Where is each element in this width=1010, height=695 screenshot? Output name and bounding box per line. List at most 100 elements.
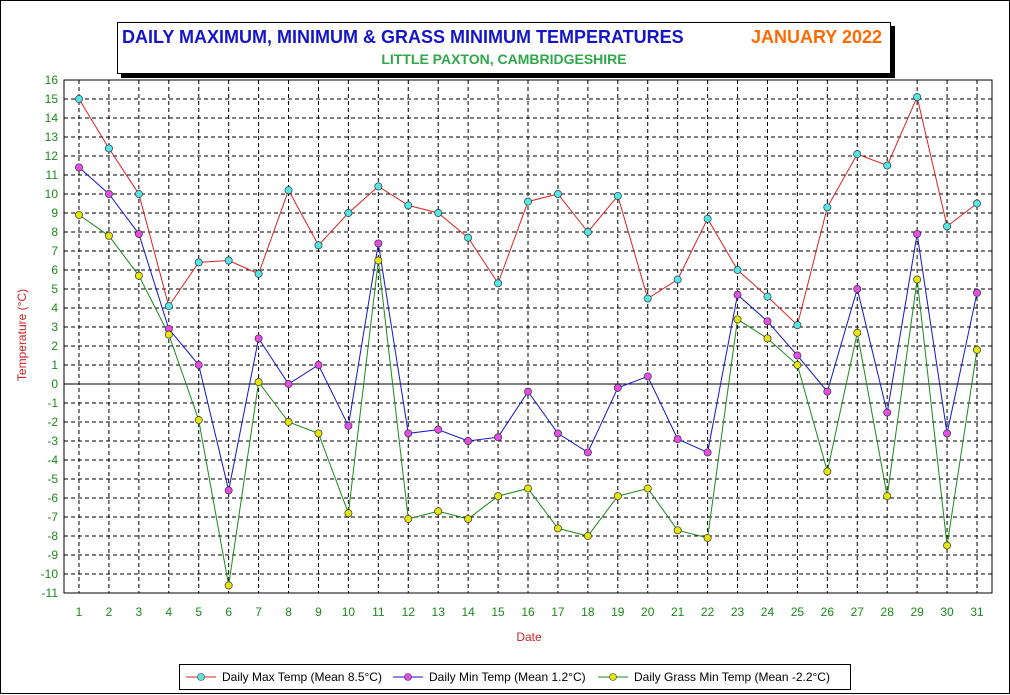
y-tick-label: 14 (45, 111, 59, 125)
y-tick-label: 10 (45, 187, 59, 201)
data-point-grass (254, 378, 263, 387)
data-point-max (883, 161, 892, 170)
y-tick-label: -2 (47, 415, 58, 429)
data-point-grass (583, 532, 592, 540)
x-tick-label: 23 (731, 605, 745, 619)
data-point-grass (134, 271, 143, 280)
y-tick-label: 11 (46, 168, 59, 182)
data-point-grass (524, 484, 532, 493)
data-point-min (434, 425, 443, 434)
y-tick-label: -10 (41, 567, 59, 581)
data-point-max (254, 269, 263, 278)
data-point-grass (883, 492, 892, 501)
data-point-grass (793, 361, 802, 369)
data-point-min (823, 387, 832, 396)
data-point-max (943, 222, 952, 231)
x-tick-label: 24 (761, 605, 775, 619)
x-tick-label: 30 (940, 605, 954, 619)
data-point-grass (973, 345, 981, 354)
data-point-max (344, 209, 353, 217)
data-point-max (374, 182, 383, 191)
data-point-min (314, 361, 323, 369)
data-point-grass (703, 533, 712, 542)
legend-swatch-grass (598, 673, 628, 681)
grid-lines (64, 80, 992, 593)
x-axis-label: Date (516, 630, 542, 644)
x-tick-label: 3 (136, 605, 143, 619)
legend-label-min: Daily Min Temp (Mean 1.2°C) (429, 670, 586, 684)
data-point-min (194, 361, 203, 369)
legend-label-max: Daily Max Temp (Mean 8.5°C) (222, 670, 382, 684)
x-tick-label: 13 (432, 605, 446, 619)
data-point-grass (943, 541, 952, 550)
data-point-min (464, 437, 473, 445)
x-tick-label: 8 (285, 605, 292, 619)
data-point-max (643, 294, 652, 303)
data-point-min (104, 190, 113, 198)
legend: Daily Max Temp (Mean 8.5°C) Daily Min Te… (179, 664, 851, 690)
data-point-grass (374, 256, 383, 265)
y-tick-label: 4 (51, 301, 58, 315)
data-point-max (524, 197, 532, 206)
data-point-max (553, 190, 562, 198)
data-point-max (703, 214, 712, 223)
data-point-max (284, 186, 293, 195)
data-point-grass (164, 330, 173, 339)
data-point-min (75, 163, 83, 172)
data-point-min (374, 239, 383, 248)
x-tick-label: 4 (165, 605, 172, 619)
data-point-grass (763, 334, 772, 343)
data-point-max (75, 95, 83, 103)
data-point-max (194, 258, 203, 267)
x-tick-label: 22 (701, 605, 715, 619)
data-point-grass (913, 275, 922, 284)
data-point-max (913, 93, 922, 102)
y-tick-label: 1 (51, 358, 58, 372)
x-tick-label: 20 (641, 605, 655, 619)
y-tick-label: -5 (47, 472, 58, 486)
data-point-min (673, 435, 682, 444)
y-tick-label: -4 (47, 453, 58, 467)
data-point-min (254, 334, 263, 343)
y-axis-label: Temperature (°C) (15, 288, 29, 382)
data-point-max (434, 209, 443, 217)
data-point-min (973, 288, 981, 297)
data-point-grass (613, 492, 622, 501)
y-tick-label: 13 (45, 130, 59, 144)
x-tick-label: 5 (195, 605, 202, 619)
x-tick-label: 31 (970, 605, 984, 619)
data-point-grass (643, 484, 652, 493)
data-point-min (853, 285, 862, 293)
data-point-min (943, 429, 952, 438)
data-point-max (583, 228, 592, 236)
data-point-grass (553, 524, 562, 533)
x-tick-label: 28 (881, 605, 895, 619)
legend-item-min: Daily Min Temp (Mean 1.2°C) (393, 669, 586, 685)
data-point-min (733, 290, 742, 299)
y-tick-label: -6 (47, 491, 58, 505)
data-point-grass (733, 315, 742, 324)
y-tick-label: -11 (42, 586, 59, 600)
legend-label-grass: Daily Grass Min Temp (Mean -2.2°C) (634, 670, 830, 684)
data-point-min (643, 372, 652, 381)
x-tick-label: 16 (521, 605, 535, 619)
legend-swatch-max (186, 673, 216, 681)
x-tick-label: 17 (551, 605, 565, 619)
data-point-grass (464, 514, 473, 523)
x-tick-label: 25 (791, 605, 805, 619)
data-point-max (134, 190, 143, 198)
y-tick-label: -9 (47, 548, 58, 562)
y-tick-label: -3 (47, 434, 58, 448)
data-point-max (314, 241, 323, 250)
x-tick-label: 18 (581, 605, 595, 619)
chart-subtitle: LITTLE PAXTON, CAMBRIDGESHIRE (381, 51, 627, 67)
y-tick-label: 15 (45, 92, 59, 106)
x-tick-label: 12 (402, 605, 416, 619)
data-point-max (733, 266, 742, 274)
x-tick-label: 21 (671, 605, 685, 619)
x-tick-label: 26 (821, 605, 835, 619)
y-tick-label: -7 (47, 510, 58, 524)
x-tick-label: 19 (611, 605, 625, 619)
